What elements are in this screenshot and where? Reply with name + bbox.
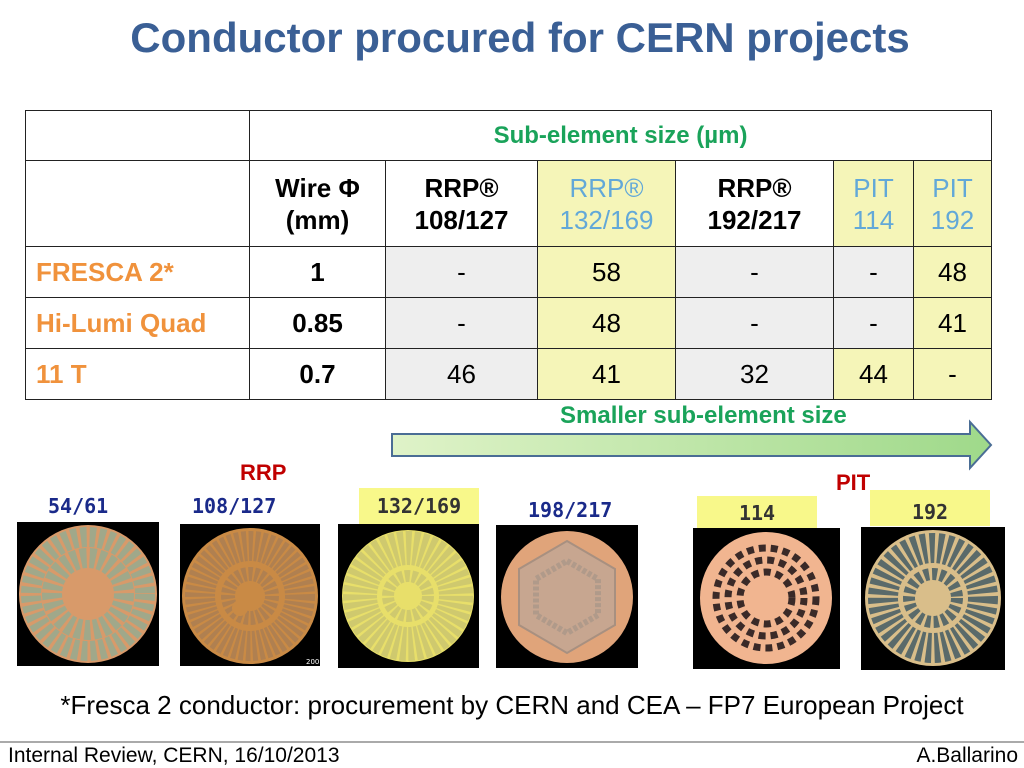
col-header-pit-192: PIT 192 — [913, 160, 992, 247]
image-caption: 114 — [697, 496, 817, 528]
image-caption: 108/127 — [192, 494, 277, 518]
conductor-table: Sub-element size (µm) Wire Φ (mm) RRP® 108… — [25, 110, 992, 400]
cell: 48 — [537, 297, 676, 349]
cell: - — [675, 246, 834, 298]
cell: 0.85 — [249, 297, 386, 349]
cross-section-pit-114-image — [693, 528, 840, 669]
cross-section-198-217-image — [496, 525, 638, 668]
cell: - — [833, 297, 914, 349]
cross-section-132-169-image — [338, 524, 479, 668]
empty-corner — [25, 110, 250, 161]
row-label: FRESCA 2* — [25, 246, 250, 298]
table-row: FRESCA 2* 1 - 58 - - 48 — [25, 246, 992, 298]
image-caption: 54/61 — [48, 494, 109, 518]
cross-section-54-61-image — [17, 522, 159, 666]
row-label: Hi-Lumi Quad — [25, 297, 250, 349]
right-arrow-icon — [391, 419, 993, 471]
col-header-wire: Wire Φ (mm) — [249, 160, 386, 247]
col-header-rrp-108: RRP® 108/127 — [385, 160, 538, 247]
col-header-pit-114: PIT 114 — [833, 160, 914, 247]
empty-corner-2 — [25, 160, 250, 247]
col-header-rrp-192: RRP® 192/217 — [675, 160, 834, 247]
footer-right: A.Ballarino — [916, 744, 1018, 767]
cell: - — [833, 246, 914, 298]
cell: - — [675, 297, 834, 349]
image-caption: 192 — [870, 490, 990, 526]
col-header-rrp-132: RRP® 132/169 — [537, 160, 676, 247]
cell: 58 — [537, 246, 676, 298]
cell: - — [385, 297, 538, 349]
slide-title: Conductor procured for CERN projects — [130, 14, 910, 61]
cross-section-108-127-image: 200 — [180, 524, 320, 666]
cell: - — [913, 348, 992, 400]
cell: 1 — [249, 246, 386, 298]
table-row: Hi-Lumi Quad 0.85 - 48 - - 41 — [25, 297, 992, 349]
footer-divider — [0, 741, 1024, 743]
footnote: *Fresca 2 conductor: procurement by CERN… — [60, 690, 964, 720]
scale-label: 200 — [306, 658, 319, 666]
pit-group-label: PIT — [836, 470, 871, 495]
cell: 32 — [675, 348, 834, 400]
cell: 41 — [537, 348, 676, 400]
cell: 46 — [385, 348, 538, 400]
cross-section-pit-192-image — [861, 527, 1005, 670]
sub-element-header: Sub-element size (µm) — [249, 110, 992, 161]
table-row: 11 T 0.7 46 41 32 44 - — [25, 348, 992, 400]
cell: - — [385, 246, 538, 298]
image-caption: 198/217 — [528, 498, 613, 522]
cell: 41 — [913, 297, 992, 349]
cell: 0.7 — [249, 348, 386, 400]
arrow-label: Smaller sub-element size — [560, 402, 847, 429]
row-label: 11 T — [25, 348, 250, 400]
image-caption: 132/169 — [359, 488, 479, 524]
cell: 48 — [913, 246, 992, 298]
cell: 44 — [833, 348, 914, 400]
rrp-group-label: RRP — [240, 460, 287, 485]
footer-left: Internal Review, CERN, 16/10/2013 — [8, 744, 340, 767]
